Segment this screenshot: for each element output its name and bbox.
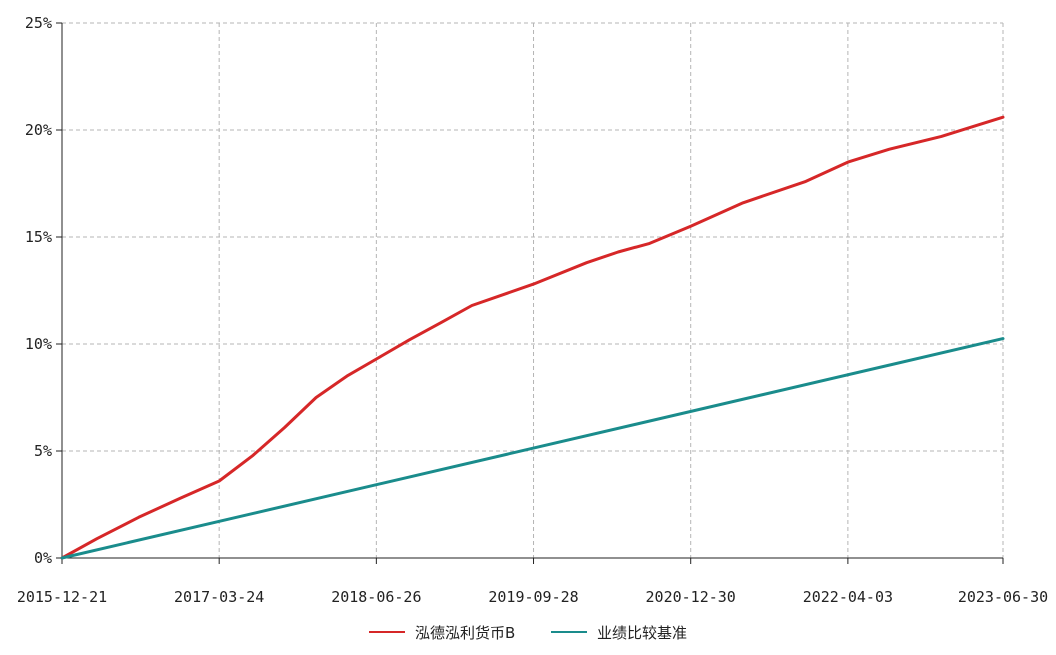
series-line-2 bbox=[60, 337, 1005, 560]
grid bbox=[62, 22, 1004, 558]
y-tick-label: 10% bbox=[25, 335, 52, 353]
x-tick-label: 2020-12-30 bbox=[646, 588, 736, 606]
y-tick-label: 15% bbox=[25, 228, 52, 246]
y-tick-label: 0% bbox=[34, 549, 52, 567]
legend: 泓德泓利货币B 业绩比较基准 bbox=[369, 624, 687, 642]
y-axis-ticks: 0% 5% 10% 15% 20% 25% bbox=[25, 14, 62, 567]
series-line-1 bbox=[60, 115, 1005, 560]
axes bbox=[61, 23, 1003, 559]
x-tick-label: 2015-12-21 bbox=[17, 588, 107, 606]
y-tick-label: 25% bbox=[25, 14, 52, 32]
y-tick-label: 20% bbox=[25, 121, 52, 139]
x-tick-label: 2019-09-28 bbox=[488, 588, 578, 606]
y-tick-label: 5% bbox=[34, 442, 52, 460]
x-axis-ticks: 2015-12-21 2017-03-24 2018-06-26 2019-09-28… bbox=[17, 558, 1048, 606]
x-tick-label: 2022-04-03 bbox=[803, 588, 893, 606]
x-tick-label: 2017-03-24 bbox=[174, 588, 264, 606]
x-tick-label: 2018-06-26 bbox=[331, 588, 421, 606]
series-lines bbox=[60, 115, 1005, 560]
x-tick-label: 2023-06-30 bbox=[958, 588, 1048, 606]
legend-label-2: 业绩比较基准 bbox=[597, 624, 687, 642]
legend-label-1: 泓德泓利货币B bbox=[415, 624, 515, 642]
